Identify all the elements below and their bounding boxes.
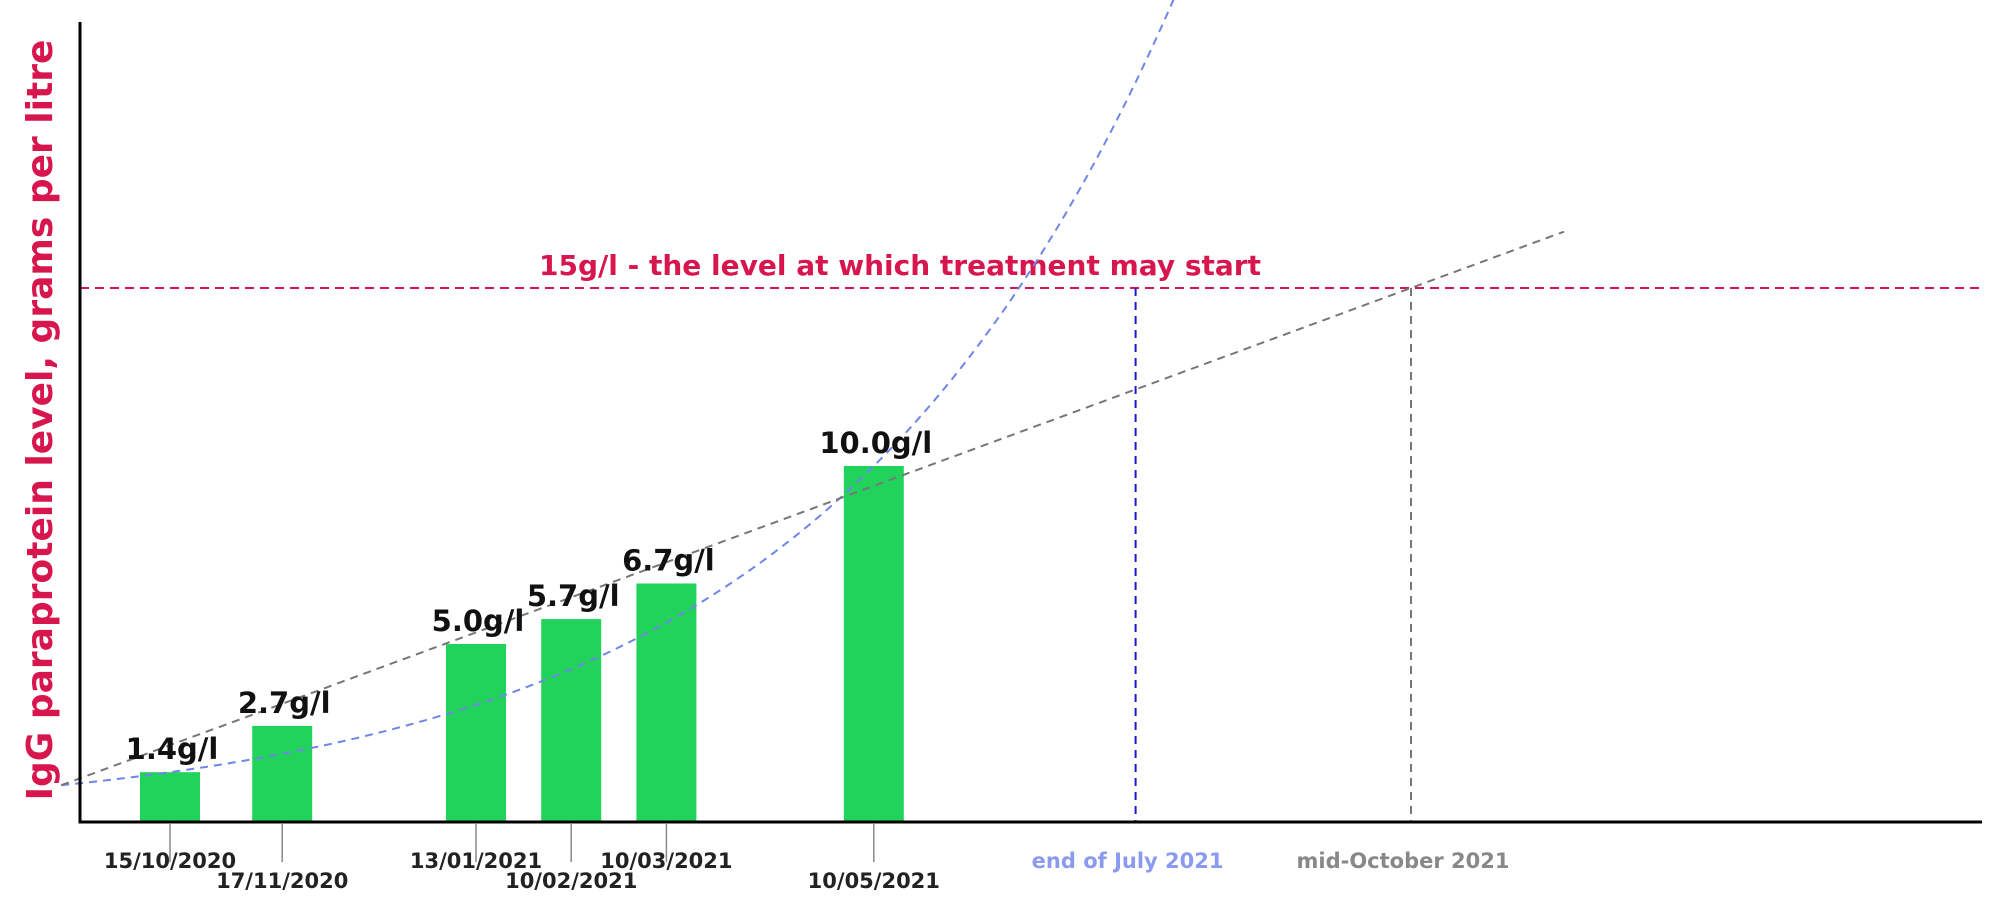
bar-0 <box>140 772 200 822</box>
tick-label-1: 17/11/2020 <box>216 869 348 893</box>
bar-1 <box>252 725 313 822</box>
tick-label-4: 10/03/2021 <box>600 849 732 873</box>
bar-4 <box>636 583 697 822</box>
bar-value-label-0: 1.4g/l <box>126 732 219 766</box>
threshold-label: 15g/l - the level at which treatment may… <box>539 249 1261 282</box>
bar-value-label-5: 10.0g/l <box>819 426 932 460</box>
bar-value-label-2: 5.0g/l <box>432 604 525 638</box>
bar-value-label-3: 5.7g/l <box>527 579 620 613</box>
tick-label-2: 13/01/2021 <box>410 849 542 873</box>
tick-label-0: 15/10/2020 <box>104 849 236 873</box>
bar-2 <box>446 644 506 822</box>
exponential-projection-label: end of July 2021 <box>1032 849 1224 873</box>
tick-label-5: 10/05/2021 <box>808 869 940 893</box>
tick-label-3: 10/02/2021 <box>505 869 637 893</box>
linear-projection-line <box>60 230 1565 787</box>
bar-3 <box>541 619 602 822</box>
bar-5 <box>843 466 904 822</box>
exponential-projection-curve <box>61 0 1175 787</box>
bar-value-label-1: 2.7g/l <box>238 686 331 720</box>
y-axis-label: IgG paraprotein level, grams per litre <box>20 40 61 801</box>
bar-value-label-4: 6.7g/l <box>622 543 715 577</box>
linear-projection-label: mid-October 2021 <box>1297 849 1510 873</box>
